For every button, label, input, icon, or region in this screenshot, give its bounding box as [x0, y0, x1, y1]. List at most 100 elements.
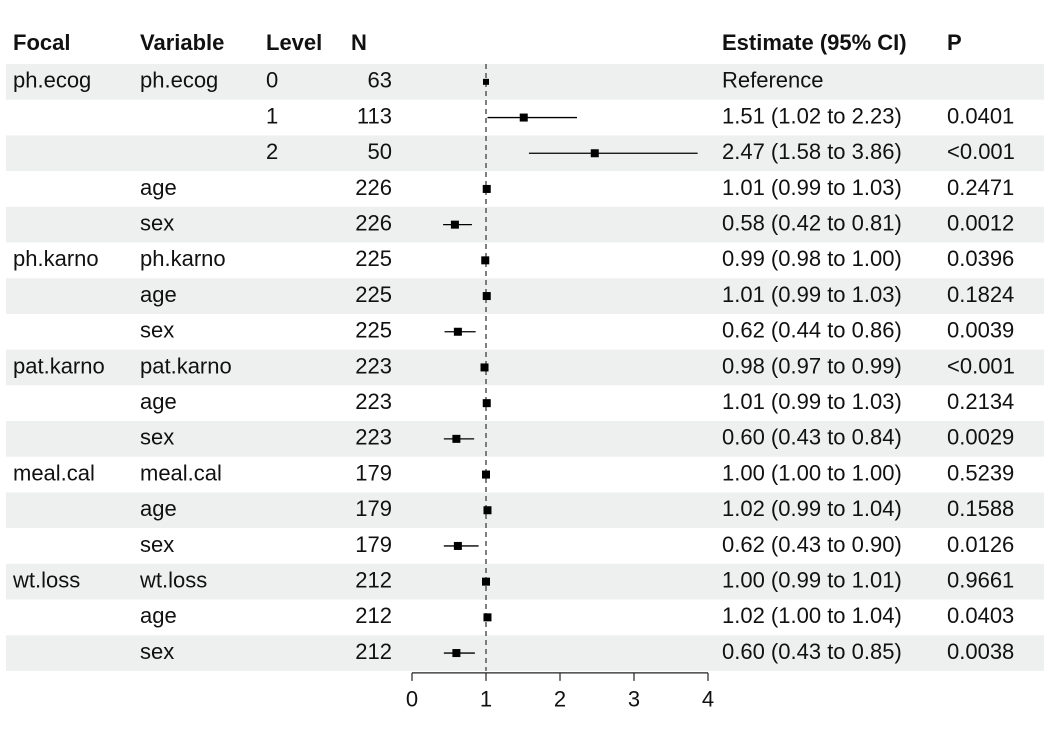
header-variable: Variable: [140, 30, 224, 55]
variable-label: age: [140, 282, 177, 307]
level-label: 1: [266, 103, 278, 128]
estimate-label: 0.62 (0.43 to 0.90): [722, 532, 902, 557]
estimate-point: [450, 220, 459, 229]
p-label: 0.1824: [947, 282, 1014, 307]
header-level: Level: [266, 30, 322, 55]
estimate-label: 0.60 (0.43 to 0.85): [722, 639, 902, 664]
n-label: 225: [355, 318, 392, 343]
p-label: 0.0396: [947, 246, 1014, 271]
row-shade: [6, 64, 1044, 100]
focal-label: wt.loss: [12, 567, 80, 592]
n-label: 179: [355, 460, 392, 485]
n-label: 63: [368, 68, 392, 93]
row-shade: [6, 206, 1044, 243]
estimate-point: [483, 78, 489, 85]
estimate-point: [482, 184, 491, 193]
p-label: <0.001: [947, 139, 1015, 164]
estimate-label: Reference: [722, 68, 824, 93]
header-p: P: [947, 30, 962, 55]
focal-label: ph.karno: [13, 246, 99, 271]
estimate-label: 1.01 (0.99 to 1.03): [722, 282, 902, 307]
level-label: 2: [266, 139, 278, 164]
estimate-label: 1.02 (0.99 to 1.04): [722, 496, 902, 521]
variable-label: wt.loss: [139, 567, 207, 592]
p-label: 0.1588: [947, 496, 1014, 521]
estimate-point: [453, 327, 462, 336]
variable-label: sex: [140, 318, 174, 343]
estimate-label: 1.01 (0.99 to 1.03): [722, 175, 902, 200]
estimate-label: 0.60 (0.43 to 0.84): [722, 425, 902, 450]
x-tick-label: 0: [406, 687, 418, 712]
p-label: 0.0012: [947, 210, 1014, 235]
p-label: 0.0126: [947, 532, 1014, 557]
row-shade: [6, 278, 1044, 314]
variable-label: age: [140, 496, 177, 521]
header-n: N: [351, 30, 367, 55]
estimate-label: 1.01 (0.99 to 1.03): [722, 389, 902, 414]
estimate-point: [519, 113, 528, 122]
estimate-point: [483, 506, 492, 515]
x-tick-label: 2: [554, 687, 566, 712]
estimate-point: [452, 434, 461, 443]
x-tick-label: 3: [628, 687, 640, 712]
p-label: 0.0029: [947, 425, 1014, 450]
p-label: 0.5239: [947, 460, 1014, 485]
p-label: <0.001: [947, 353, 1015, 378]
variable-label: ph.ecog: [140, 68, 218, 93]
variable-label: age: [140, 389, 177, 414]
estimate-point: [482, 292, 491, 301]
n-label: 212: [355, 567, 392, 592]
row-shade: [6, 135, 1044, 172]
estimate-label: 0.99 (0.98 to 1.00): [722, 246, 902, 271]
focal-label: ph.ecog: [13, 68, 91, 93]
variable-label: sex: [140, 425, 174, 450]
header-estimate: Estimate (95% CI): [722, 30, 907, 55]
row-shade: [6, 492, 1044, 529]
n-label: 226: [355, 210, 392, 235]
estimate-label: 1.02 (1.00 to 1.04): [722, 603, 902, 628]
n-label: 225: [355, 246, 392, 271]
n-label: 113: [357, 103, 392, 128]
p-label: 0.9661: [947, 567, 1014, 592]
estimate-point: [482, 399, 491, 408]
row-shade: [6, 349, 1044, 386]
estimate-point: [453, 541, 462, 550]
estimate-label: 1.51 (1.02 to 2.23): [722, 103, 902, 128]
p-label: 0.0401: [947, 103, 1014, 128]
row-shade: [6, 421, 1044, 457]
n-label: 179: [355, 496, 392, 521]
x-tick-label: 4: [702, 687, 714, 712]
estimate-label: 1.00 (0.99 to 1.01): [722, 567, 902, 592]
header-focal: Focal: [13, 30, 70, 55]
n-label: 223: [355, 389, 392, 414]
variable-label: sex: [140, 532, 174, 557]
estimate-label: 0.98 (0.97 to 0.99): [722, 353, 902, 378]
n-label: 226: [355, 175, 392, 200]
n-label: 50: [368, 139, 392, 164]
variable-label: sex: [140, 210, 174, 235]
p-label: 0.2471: [947, 175, 1014, 200]
p-label: 0.0403: [947, 603, 1014, 628]
estimate-label: 1.00 (1.00 to 1.00): [722, 460, 902, 485]
variable-label: pat.karno: [140, 353, 232, 378]
focal-label: meal.cal: [13, 460, 95, 485]
estimate-point: [452, 649, 461, 658]
p-label: 0.0038: [947, 639, 1014, 664]
variable-label: age: [140, 175, 177, 200]
level-label: 0: [266, 68, 278, 93]
variable-label: age: [140, 603, 177, 628]
n-label: 212: [355, 639, 392, 664]
variable-label: meal.cal: [140, 460, 222, 485]
row-shade: [6, 563, 1044, 600]
p-label: 0.2134: [947, 389, 1014, 414]
estimate-point: [482, 577, 490, 586]
variable-label: ph.karno: [140, 246, 226, 271]
n-label: 223: [355, 425, 392, 450]
n-label: 179: [355, 532, 392, 557]
estimate-label: 2.47 (1.58 to 3.86): [722, 139, 902, 164]
variable-label: sex: [140, 639, 174, 664]
estimate-point: [483, 613, 492, 622]
estimate-point: [590, 149, 599, 158]
n-label: 225: [355, 282, 392, 307]
